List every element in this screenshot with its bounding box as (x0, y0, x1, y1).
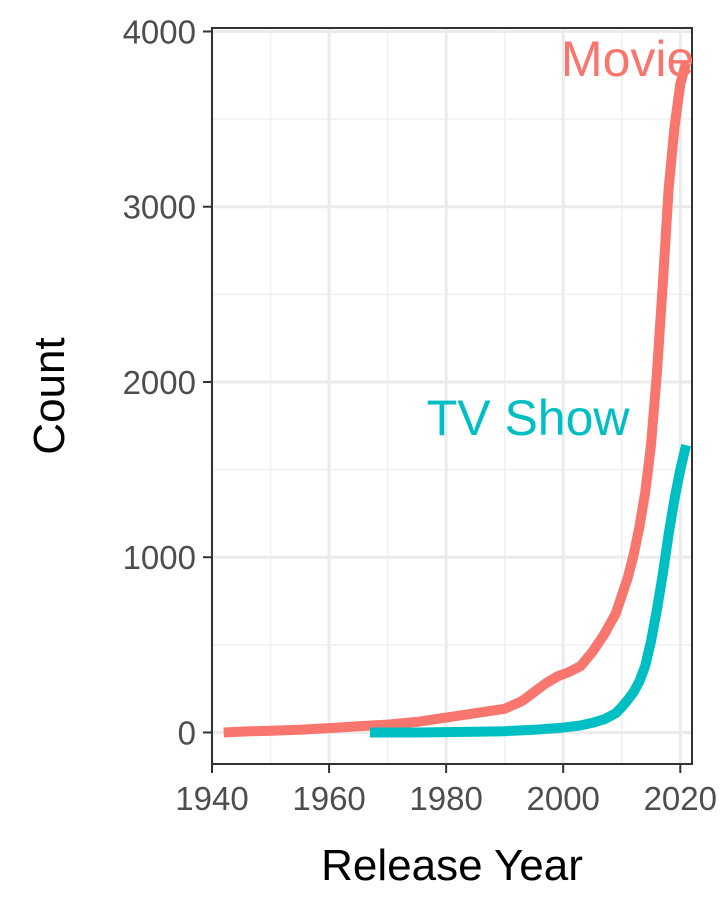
plot-panel-border (211, 27, 693, 765)
series-line-tv-show (370, 443, 691, 738)
series-lines (223, 61, 691, 738)
x-axis-title: Release Year (321, 841, 583, 890)
series-line-movie (223, 61, 691, 738)
series-label-tv-show: TV Show (427, 390, 631, 446)
x-tick-label: 2000 (527, 780, 600, 817)
x-tick-label: 2020 (644, 780, 717, 817)
y-tick-label: 0 (178, 714, 196, 751)
series-labels: Movie TV Show (427, 31, 695, 446)
y-tick-label: 4000 (123, 14, 196, 51)
y-tick-label: 1000 (123, 539, 196, 576)
x-tick-label: 1960 (292, 780, 365, 817)
x-tick-label: 1940 (175, 780, 248, 817)
x-tick-label: 1980 (409, 780, 482, 817)
y-tick-label: 2000 (123, 364, 196, 401)
series-label-movie: Movie (561, 31, 694, 87)
axes: 1940 1960 1980 2000 2020 0 1000 2000 3000 4000 (123, 14, 717, 817)
y-axis-title: Count (25, 337, 74, 454)
y-tick-label: 3000 (123, 189, 196, 226)
